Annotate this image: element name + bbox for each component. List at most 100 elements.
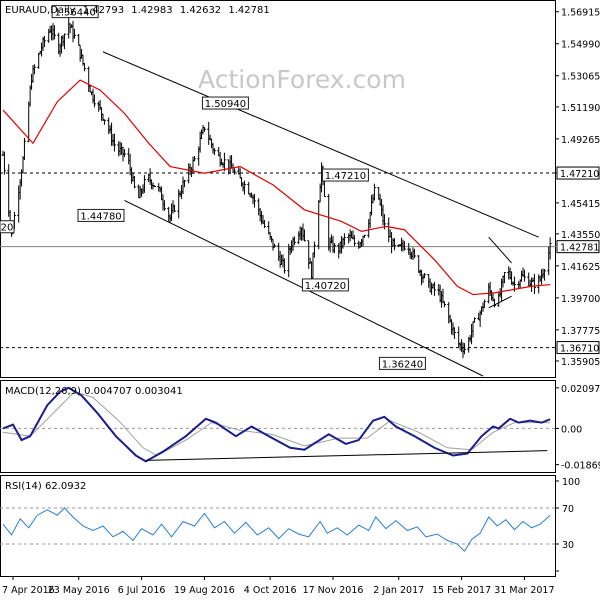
price-axis-badge-0: 1.47210: [556, 166, 600, 180]
ohlc-bar-136: [272, 243, 276, 248]
rsi-panel: 100 70 30: [0, 477, 580, 572]
trendline-0: [102, 51, 539, 238]
price-label-text: 1.44780: [80, 211, 121, 222]
price-tick-label: 1.53065: [561, 72, 600, 83]
macd-header: MACD(12,26,9) 0.004707 0.003041: [5, 386, 183, 397]
macd-tick-label: 0.020975: [561, 384, 600, 395]
ohlc-bar-91: [182, 179, 186, 188]
ohlc-bar-251: [502, 272, 506, 284]
ohlc-bar-81: [162, 200, 166, 211]
price-label-text: 1.47210: [325, 171, 366, 182]
ohlc-bar-122: [247, 181, 251, 195]
ohlc-bar-181: [362, 234, 366, 238]
price-label-1: 1.50940: [201, 96, 249, 110]
ohlc-bar-31: [62, 33, 66, 50]
ohlc-bar-11: [22, 137, 26, 160]
ohlc-bar-226: [452, 327, 456, 339]
price-tick-label: 1.37775: [561, 326, 600, 337]
ohlc-bar-2: [7, 164, 11, 217]
ohlc-high: 1.42983: [131, 5, 172, 16]
ohlc-bar-241: [482, 299, 486, 309]
price-label-text: 20: [1, 223, 14, 234]
ohlc-bar-16: [32, 64, 36, 75]
x-tick-label: 6 Jul 2016: [118, 585, 166, 596]
ohlc-bar-96: [192, 155, 196, 162]
ohlc-bar-157: [317, 200, 321, 250]
ohlc-bar-51: [102, 119, 106, 125]
ohlc-bar-17: [37, 52, 41, 69]
price-y-axis: 1.56915 1.54990 1.53065 1.51190 1.49265 1.472…: [555, 8, 600, 368]
ohlc-bar-76: [152, 185, 156, 188]
ohlc-bar-126: [252, 193, 256, 208]
ohlc-bar-102: [207, 121, 211, 145]
price-tick-label: 1.51190: [561, 103, 600, 114]
price-label-box: [0, 220, 15, 234]
price-label-box: [378, 356, 426, 370]
price-panel-frame: [0, 0, 556, 378]
rsi-tick-label: 30: [562, 540, 574, 551]
ohlc-bar-261: [522, 269, 526, 282]
price-annotations: 1.56440 1.50940 1.44780 1.40720 1.47210 1.362…: [0, 5, 426, 370]
x-tick-label: 4 Oct 2016: [244, 585, 297, 596]
ohlc-bar-152: [307, 240, 311, 269]
ohlc-bar-37: [77, 34, 81, 46]
ohlc-bar-41: [82, 63, 86, 72]
macd-panel-frame: [0, 380, 556, 473]
price-tick-label: 1.45415: [561, 199, 600, 210]
ohlc-bar-166: [332, 243, 336, 254]
ohlc-bar-36: [72, 28, 76, 39]
trendline-3: [488, 295, 512, 309]
ohlc-low: 1.42632: [180, 5, 221, 16]
watermark: ActionForex.com: [198, 65, 406, 94]
ohlc-open: 1.42793: [83, 5, 124, 16]
price-tick-label: 1.49265: [561, 135, 600, 146]
ohlc-bar-211: [422, 273, 426, 279]
ohlc-bar-12: [27, 101, 31, 143]
rsi-panel-frame: [0, 475, 556, 577]
macd-signal-line: [2, 391, 551, 457]
ohlc-bar-176: [352, 235, 356, 247]
ohlc-bar-141: [282, 258, 286, 274]
price-label-5: 1.36240: [378, 356, 426, 370]
price-axis-badge-text: 1.36710: [560, 344, 599, 355]
price-tick-label: 1.43550: [561, 230, 600, 241]
price-tick-label: 1.41625: [561, 262, 600, 273]
price-axis-badge-text: 1.47210: [560, 169, 599, 180]
x-tick-label: 31 Mar 2017: [494, 585, 554, 596]
x-tick-label: 15 Feb 2017: [432, 585, 491, 596]
ohlc-bar-111: [222, 152, 226, 172]
x-tick-label: 19 Aug 2016: [174, 585, 235, 596]
rsi-tick-label: 100: [562, 477, 580, 488]
ohlc-bar-206: [412, 248, 416, 259]
ohlc-bar-66: [132, 176, 136, 189]
ohlc-bar-61: [122, 149, 126, 157]
price-axis-badge-2: 1.42781: [556, 240, 600, 254]
price-label-box: [321, 168, 369, 182]
rsi-header: RSI(14) 62.0932: [5, 481, 86, 492]
ohlc-bar-156: [312, 241, 316, 258]
ohlc-bar-21: [42, 36, 46, 48]
ohlc-bar-266: [532, 273, 536, 295]
ohlc-bar-46: [92, 94, 96, 108]
macd-divergence-line: [145, 450, 548, 461]
price-label-3: 1.40720: [301, 278, 349, 292]
rsi-line: [2, 507, 551, 553]
ohlc-bar-236: [472, 317, 476, 323]
x-tick-label: 2 Jan 2017: [373, 585, 424, 596]
ohlc-bar-1: [2, 151, 6, 175]
ohlc-bar-146: [292, 236, 296, 246]
price-tick-label: 1.39700: [561, 294, 600, 305]
x-tick-label: 7 Apr 2016: [2, 585, 55, 596]
price-tick-label: 1.54990: [561, 40, 600, 51]
moving-average: [2, 79, 551, 296]
ohlc-bar-151: [302, 229, 306, 242]
price-label-box: [51, 5, 99, 19]
macd-panel: 0.020975 0.00 -0.018693: [0, 384, 600, 472]
price-tick-label: 1.35905: [561, 357, 600, 368]
ohlc-bar-131: [262, 219, 266, 229]
ohlc-bar-196: [392, 238, 396, 251]
price-axis-badge-text: 1.42781: [560, 243, 599, 254]
ohlc-bar-216: [432, 281, 436, 296]
ohlc-bar-106: [212, 148, 216, 156]
